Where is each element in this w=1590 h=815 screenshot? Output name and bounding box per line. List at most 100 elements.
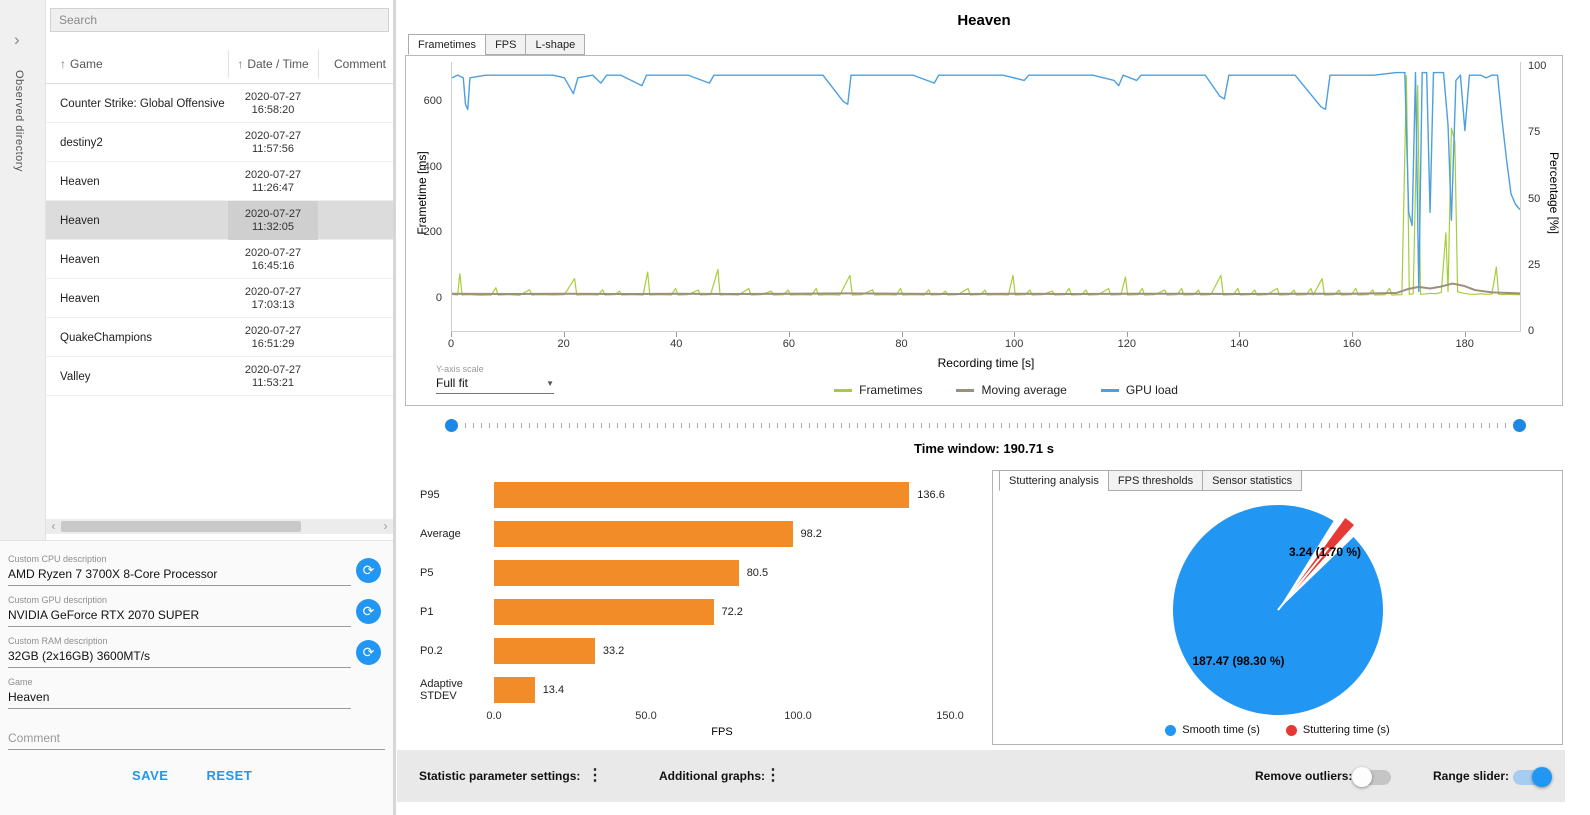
comment-group	[8, 727, 385, 750]
field-value-input[interactable]: NVIDIA GeForce RTX 2070 SUPER	[8, 608, 351, 627]
legend-dot-icon	[1285, 724, 1297, 736]
recording-date: 2020-07-27	[244, 90, 302, 103]
tab-stuttering-analysis[interactable]: Stuttering analysis	[999, 470, 1109, 491]
recording-datetime: 2020-07-27 16:51:29	[228, 318, 318, 357]
scroll-left-icon[interactable]: ‹	[51, 519, 56, 533]
frametime-plot[interactable]	[451, 62, 1521, 332]
tab-fps[interactable]: FPS	[485, 34, 527, 55]
tab-fps-thresholds[interactable]: FPS thresholds	[1107, 470, 1204, 491]
record-info-form: Custom CPU description AMD Ryzen 7 3700X …	[0, 540, 393, 815]
bar-category-label: P95	[420, 489, 440, 501]
expand-chevron-icon[interactable]: ›	[14, 30, 20, 49]
tab-sensor-statistics[interactable]: Sensor statistics	[1202, 470, 1303, 491]
remove-outliers-toggle[interactable]	[1352, 767, 1391, 787]
search-input[interactable]	[50, 8, 389, 32]
field-value-input[interactable]: 32GB (2x16GB) 3600MT/s	[8, 649, 351, 668]
recording-comment	[318, 240, 393, 279]
legend-item: GPU load	[1100, 383, 1178, 397]
table-row[interactable]: QuakeChampions 2020-07-27 16:51:29	[46, 318, 393, 357]
range-slider-left-handle[interactable]	[445, 419, 458, 432]
range-slider-label: Range slider:	[1433, 769, 1510, 783]
recording-date: 2020-07-27	[244, 363, 302, 376]
stat-settings-menu-icon[interactable]: ⋮	[587, 767, 603, 784]
axis-tick-label: 400	[423, 160, 442, 173]
legend-swatch	[834, 388, 853, 392]
save-button[interactable]: SAVE	[132, 768, 169, 783]
column-header-date-time[interactable]: ↑ Date / Time	[228, 44, 318, 84]
recording-datetime: 2020-07-27 11:57:56	[228, 123, 318, 162]
recording-game-name: destiny2	[60, 136, 103, 149]
range-slider-toggle[interactable]	[1513, 767, 1552, 787]
field-value-input[interactable]: Heaven	[8, 690, 351, 709]
scroll-right-icon[interactable]: ›	[383, 519, 388, 533]
tab-frametimes[interactable]: Frametimes	[408, 34, 487, 55]
axis-tick-label: 200	[423, 226, 442, 239]
bar	[494, 599, 714, 625]
recording-game-name: Heaven	[60, 175, 100, 188]
tab-l-shape[interactable]: L-shape	[525, 34, 586, 55]
time-window-label: Time window: 190.71 s	[914, 441, 1054, 456]
form-field: Game Heaven	[8, 670, 393, 711]
table-row[interactable]: destiny2 2020-07-27 11:57:56	[46, 123, 393, 162]
observed-directory-strip: › Observed directory	[0, 0, 46, 540]
table-row[interactable]: Heaven 2020-07-27 17:03:13	[46, 279, 393, 318]
table-row[interactable]: Valley 2020-07-27 11:53:21	[46, 357, 393, 396]
toggle-knob-icon	[1352, 767, 1372, 787]
bar-row: P1 72.2	[420, 599, 950, 625]
axis-tick-label: 0	[435, 292, 442, 305]
pie-legend: Smooth time (s) Stuttering time (s)	[993, 724, 1562, 736]
column-header-comment[interactable]: Comment	[334, 44, 386, 84]
chart-tabs: Frametimes FPS L-shape	[408, 34, 586, 55]
recording-comment	[318, 162, 393, 201]
recording-time: 11:57:56	[251, 142, 294, 155]
column-header-game[interactable]: ↑ Game	[60, 44, 103, 84]
table-row[interactable]: Heaven 2020-07-27 11:32:05	[46, 201, 393, 240]
dropdown-value: Full fit	[436, 376, 469, 390]
axis-tick-label: 0	[1528, 325, 1535, 337]
recording-comment	[318, 357, 393, 396]
stuttering-pie-chart	[1173, 505, 1383, 715]
axis-tick-label: 50.0	[635, 710, 657, 722]
bottom-toolbar: Statistic parameter settings: ⋮ Addition…	[397, 750, 1565, 802]
axis-tick-label: 160	[1342, 338, 1362, 350]
axis-tick	[563, 332, 565, 337]
refresh-button[interactable]: ⟳	[356, 640, 381, 665]
recording-game-name: Valley	[60, 370, 91, 383]
range-slider-right-handle[interactable]	[1513, 419, 1526, 432]
range-slider-track[interactable]	[465, 423, 1507, 428]
bar-row: Average 98.2	[420, 521, 950, 547]
axis-tick-label: 100.0	[784, 710, 812, 722]
additional-graphs-label: Additional graphs:	[659, 769, 765, 783]
recording-game-name: Heaven	[60, 292, 100, 305]
column-separator	[228, 50, 229, 78]
comment-field[interactable]	[8, 727, 385, 750]
recording-time: 11:53:21	[251, 376, 294, 389]
field-value-input[interactable]: AMD Ryzen 7 3700X 8-Core Processor	[8, 567, 351, 586]
pie-legend-item[interactable]: Smooth time (s)	[1165, 724, 1260, 736]
right-axis-ticks: 0 25 50 75 100	[1528, 56, 1562, 346]
table-row[interactable]: Heaven 2020-07-27 11:26:47	[46, 162, 393, 201]
y-axis-scale-dropdown[interactable]: Full fit ▼	[436, 376, 554, 394]
axis-tick-label: 75	[1528, 126, 1541, 139]
refresh-icon: ⟳	[362, 603, 375, 619]
refresh-button[interactable]: ⟳	[356, 558, 381, 583]
table-row[interactable]: Counter Strike: Global Offensive 2020-07-…	[46, 84, 393, 123]
recording-comment	[318, 123, 393, 162]
bar	[494, 521, 793, 547]
reset-button[interactable]: RESET	[206, 768, 253, 783]
bar-row: P5 80.5	[420, 560, 950, 586]
refresh-button[interactable]: ⟳	[356, 599, 381, 624]
bar-row: P0.2 33.2	[420, 638, 950, 664]
left-axis-ticks: 0 200 400 600	[408, 56, 444, 346]
legend-label: GPU load	[1125, 383, 1178, 397]
table-row[interactable]: Heaven 2020-07-27 16:45:16	[46, 240, 393, 279]
scrollbar-thumb[interactable]	[61, 521, 301, 532]
horizontal-scrollbar[interactable]: ‹ ›	[46, 519, 393, 534]
series-gpu-load-line	[452, 71, 1520, 293]
bar-track: 13.4	[494, 677, 950, 703]
bar-category-label: Average	[420, 528, 461, 540]
pie-legend-item[interactable]: Stuttering time (s)	[1285, 724, 1390, 736]
additional-graphs-menu-icon[interactable]: ⋮	[765, 767, 781, 784]
axis-tick-label: 25	[1528, 258, 1541, 271]
